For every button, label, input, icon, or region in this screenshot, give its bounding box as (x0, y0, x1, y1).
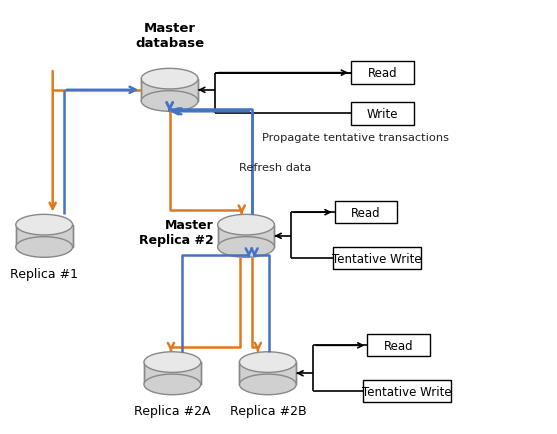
Ellipse shape (240, 374, 296, 395)
Ellipse shape (218, 237, 275, 258)
Ellipse shape (240, 352, 296, 372)
Polygon shape (144, 362, 201, 385)
Text: Master
database: Master database (135, 22, 204, 50)
Ellipse shape (144, 352, 201, 372)
Text: Refresh data: Refresh data (239, 163, 311, 173)
Text: Replica #2B: Replica #2B (229, 404, 306, 417)
Text: Write: Write (367, 108, 398, 121)
FancyBboxPatch shape (368, 335, 430, 357)
Polygon shape (141, 79, 198, 102)
Polygon shape (16, 225, 72, 247)
FancyBboxPatch shape (335, 201, 397, 224)
Ellipse shape (16, 237, 72, 258)
Polygon shape (240, 362, 296, 385)
FancyBboxPatch shape (351, 62, 414, 85)
Ellipse shape (218, 215, 275, 235)
Ellipse shape (141, 69, 198, 90)
FancyBboxPatch shape (333, 247, 421, 270)
Ellipse shape (16, 215, 72, 235)
Ellipse shape (141, 92, 198, 112)
Text: Read: Read (368, 67, 397, 80)
Text: Read: Read (384, 339, 413, 352)
Text: Replica #1: Replica #1 (10, 267, 78, 280)
Text: Tentative Write: Tentative Write (362, 385, 452, 398)
Text: Master
Replica #2: Master Replica #2 (139, 219, 213, 247)
Polygon shape (218, 225, 275, 247)
Text: Replica #2A: Replica #2A (134, 404, 211, 417)
Text: Propagate tentative transactions: Propagate tentative transactions (261, 133, 448, 143)
Text: Tentative Write: Tentative Write (332, 252, 422, 265)
FancyBboxPatch shape (363, 380, 451, 402)
FancyBboxPatch shape (351, 103, 414, 125)
Ellipse shape (144, 374, 201, 395)
Text: Read: Read (351, 206, 381, 219)
